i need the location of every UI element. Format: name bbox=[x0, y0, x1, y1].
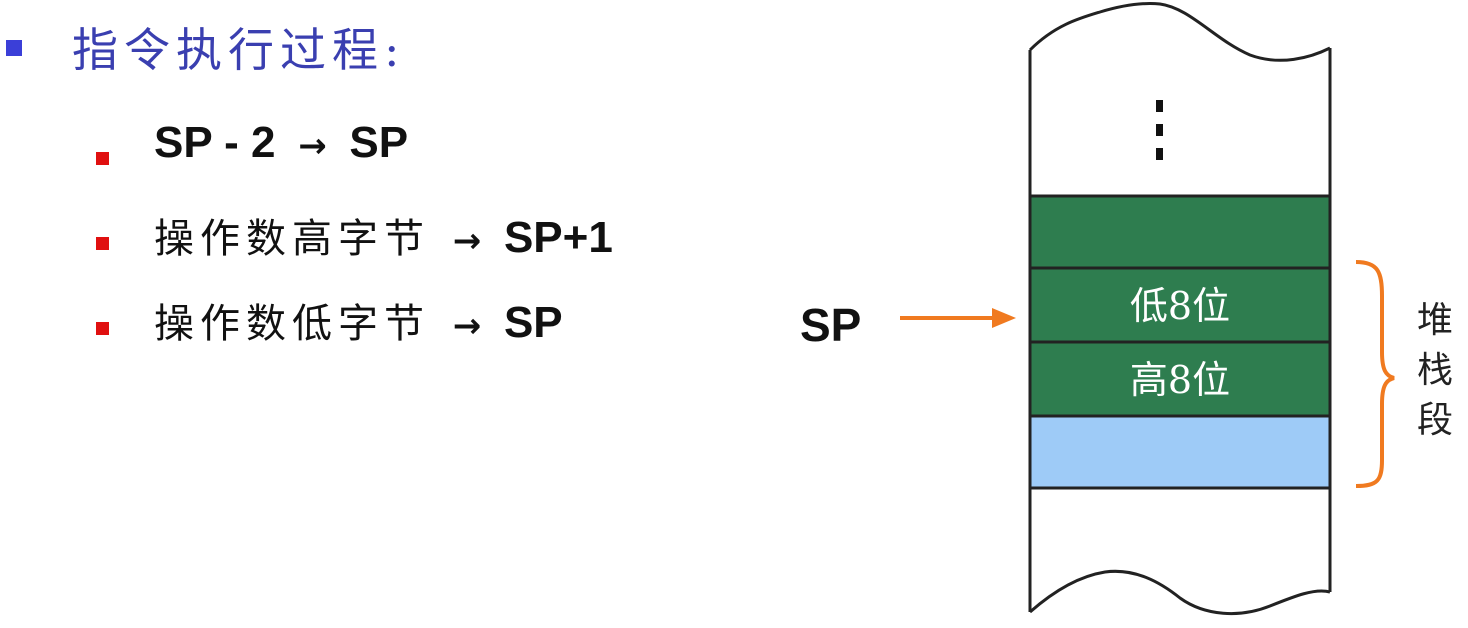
heading-bullet bbox=[6, 40, 22, 56]
ellipsis-icon bbox=[1156, 100, 1163, 160]
step-bullet bbox=[96, 152, 109, 165]
stack-cell-3 bbox=[1028, 414, 1332, 490]
heading: 指令执行过程: bbox=[72, 23, 406, 77]
step-2: 操作数高字节 → SP+1 bbox=[154, 206, 613, 264]
stack-segment-brace-icon bbox=[1355, 260, 1395, 488]
stack-cell-0 bbox=[1028, 194, 1332, 270]
step-1: SP - 2 → SP bbox=[154, 118, 408, 168]
step-1-right: SP bbox=[349, 118, 409, 167]
step-2-right: SP+1 bbox=[503, 213, 613, 262]
stack-cell-2 bbox=[1028, 340, 1332, 418]
sp-arrow-icon bbox=[900, 308, 1016, 328]
step-1-arrow: → bbox=[298, 126, 327, 166]
sp-pointer-label: SP bbox=[800, 299, 862, 351]
step-2-text: 操作数高字节 bbox=[154, 216, 430, 262]
cell-label-high-byte: 高8位 bbox=[1129, 358, 1231, 402]
step-1-left: SP - 2 bbox=[154, 118, 276, 167]
step-3: 操作数低字节 → SP bbox=[154, 291, 563, 349]
memory-torn-bottom bbox=[1029, 569, 1331, 616]
step-3-right: SP bbox=[503, 298, 563, 347]
step-bullet bbox=[96, 237, 109, 250]
step-2-arrow: → bbox=[452, 221, 482, 261]
step-bullet bbox=[96, 322, 109, 335]
memory-torn-top bbox=[1028, 2, 1331, 62]
stack-segment-label: 堆栈段 bbox=[1416, 300, 1453, 441]
cell-label-low-byte: 低8位 bbox=[1129, 284, 1231, 328]
step-3-text: 操作数低字节 bbox=[154, 301, 430, 347]
step-3-arrow: → bbox=[452, 306, 482, 346]
